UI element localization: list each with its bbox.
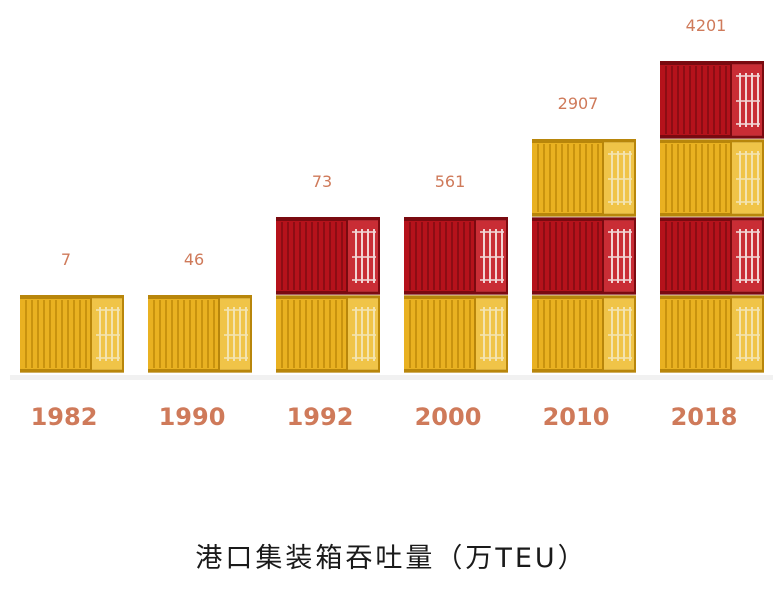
container-yellow [660, 295, 764, 374]
container-stack-1992 [276, 217, 380, 374]
container-red [532, 217, 636, 296]
container-red [276, 217, 380, 296]
container-red [660, 217, 764, 296]
container-stack-2018 [660, 61, 764, 374]
container-stack-1982 [20, 295, 124, 374]
container-yellow [276, 295, 380, 374]
container-red [404, 217, 508, 296]
year-label-2018: 2018 [671, 403, 738, 431]
container-stack-2010 [532, 139, 636, 374]
value-label-2010: 2907 [558, 94, 599, 113]
year-label-1990: 1990 [159, 403, 226, 431]
container-yellow [660, 139, 764, 218]
year-label-2010: 2010 [543, 403, 610, 431]
container-stack-2000 [404, 217, 508, 374]
year-label-1992: 1992 [287, 403, 354, 431]
ground-line [10, 375, 773, 380]
container-yellow [532, 139, 636, 218]
value-label-2000: 561 [435, 172, 466, 191]
container-red [660, 61, 764, 140]
chart-title: 港口集装箱吞吐量（万TEU） [195, 543, 588, 574]
container-yellow [148, 295, 252, 374]
year-label-2000: 2000 [415, 403, 482, 431]
value-label-2018: 4201 [686, 16, 727, 35]
value-label-1992: 73 [312, 172, 332, 191]
container-yellow [404, 295, 508, 374]
value-label-1982: 7 [61, 250, 71, 269]
container-yellow [20, 295, 124, 374]
container-yellow [532, 295, 636, 374]
container-stack-1990 [148, 295, 252, 374]
year-label-1982: 1982 [31, 403, 98, 431]
value-label-1990: 46 [184, 250, 204, 269]
